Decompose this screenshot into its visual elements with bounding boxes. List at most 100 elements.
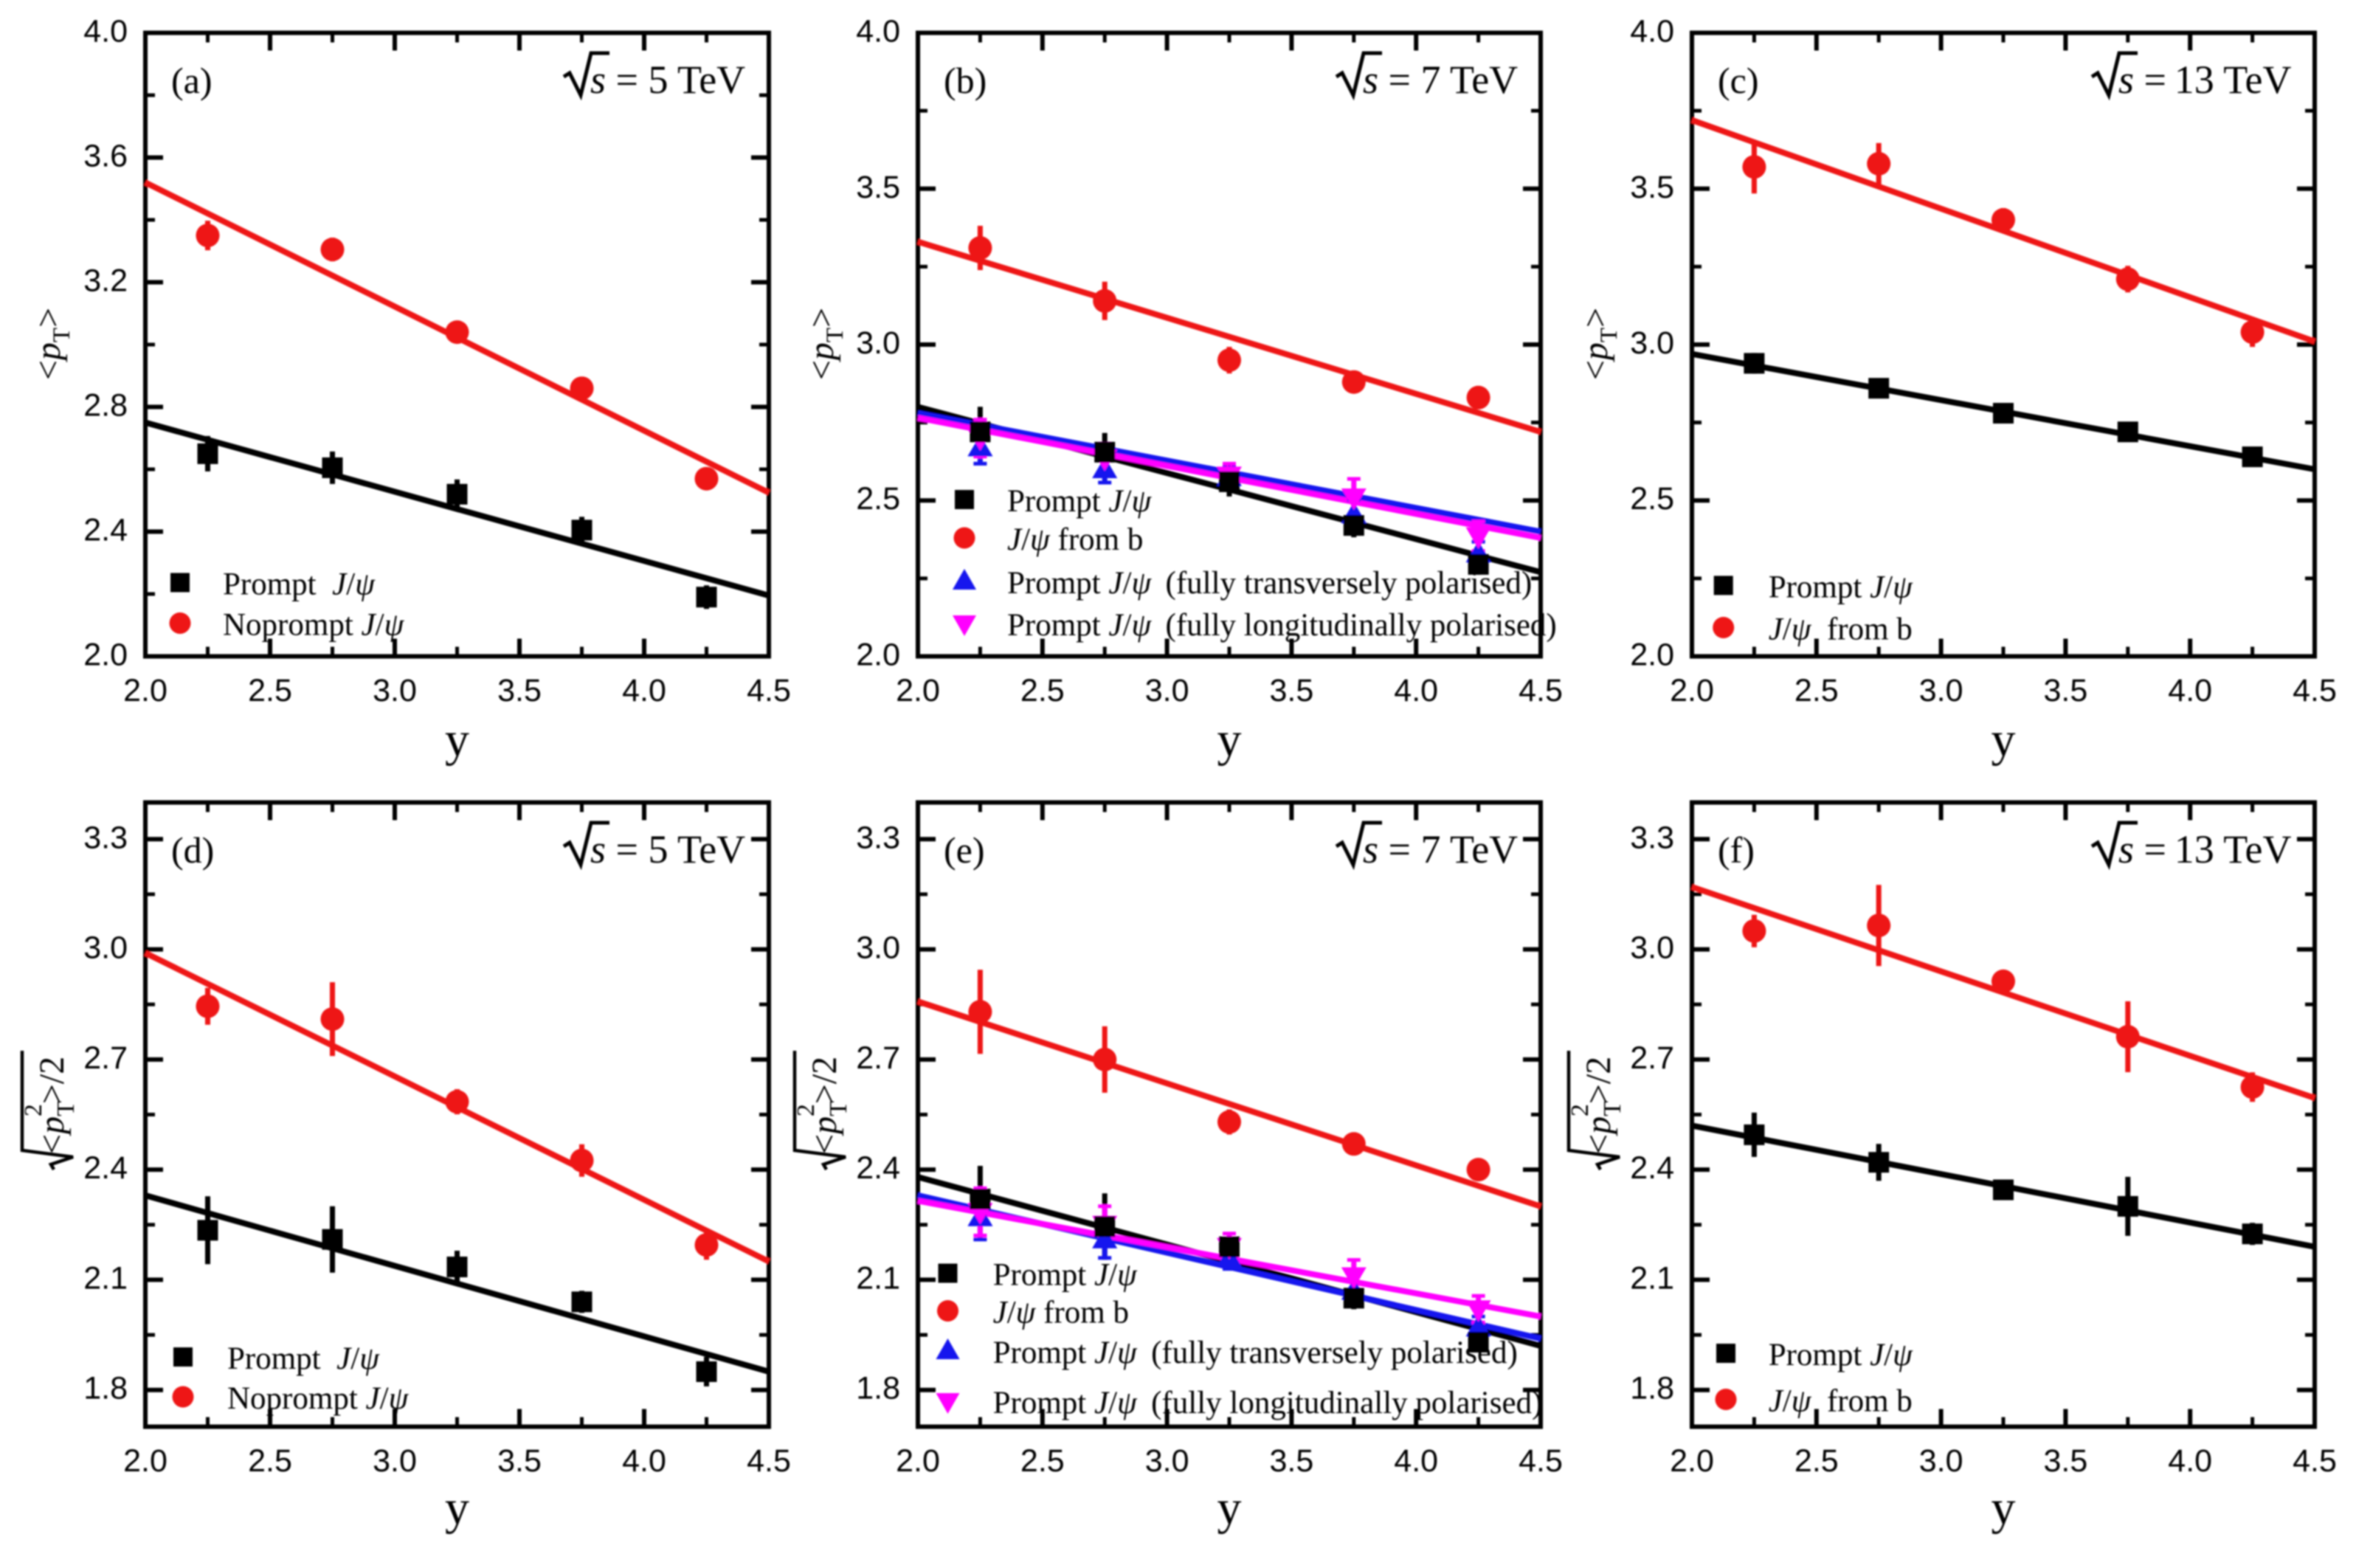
svg-text:4.5: 4.5 — [1519, 673, 1563, 708]
svg-text:s = 7 TeV: s = 7 TeV — [1363, 827, 1518, 871]
svg-text:y: y — [445, 1481, 469, 1535]
svg-text:1.8: 1.8 — [1630, 1371, 1674, 1406]
svg-text:2.5: 2.5 — [1630, 481, 1674, 517]
svg-text:4.5: 4.5 — [1519, 1443, 1563, 1479]
svg-text:y: y — [1991, 713, 2016, 767]
svg-text:s = 5 TeV: s = 5 TeV — [590, 58, 745, 102]
svg-text:2.4: 2.4 — [83, 513, 128, 548]
svg-text:2.5: 2.5 — [248, 1443, 292, 1479]
svg-text:3.5: 3.5 — [2044, 673, 2088, 708]
svg-text:2.0: 2.0 — [896, 1443, 940, 1479]
svg-text:4.0: 4.0 — [856, 14, 900, 49]
svg-text:3.3: 3.3 — [856, 820, 900, 855]
svg-text:(c): (c) — [1718, 60, 1759, 101]
svg-text:2.0: 2.0 — [1670, 1443, 1714, 1479]
svg-text:3.5: 3.5 — [497, 1443, 542, 1479]
svg-text:3.0: 3.0 — [1919, 1443, 1963, 1479]
svg-text:Prompt J/ψ (fully transversel: Prompt J/ψ (fully transversely polarised… — [1007, 566, 1532, 601]
svg-text:2.0: 2.0 — [896, 673, 940, 708]
svg-text:3.0: 3.0 — [83, 930, 128, 966]
svg-text:<pT>: <pT> — [29, 308, 75, 380]
svg-text:2.0: 2.0 — [1630, 638, 1674, 673]
svg-text:3.0: 3.0 — [856, 930, 900, 966]
svg-text:3.0: 3.0 — [1630, 930, 1674, 966]
svg-text:4.5: 4.5 — [747, 1443, 791, 1479]
svg-text:2.1: 2.1 — [83, 1260, 128, 1296]
svg-text:2.4: 2.4 — [1630, 1150, 1674, 1186]
svg-text:(e): (e) — [944, 829, 985, 871]
svg-text:3.5: 3.5 — [497, 673, 542, 708]
svg-text:4.0: 4.0 — [2168, 1443, 2212, 1479]
svg-text:Noprompt J/ψ: Noprompt J/ψ — [227, 1381, 410, 1416]
svg-text:2.8: 2.8 — [83, 388, 128, 424]
svg-text:2.5: 2.5 — [248, 673, 292, 708]
svg-text:3.0: 3.0 — [1630, 325, 1674, 361]
svg-text:2.5: 2.5 — [1794, 673, 1839, 708]
svg-text:2.4: 2.4 — [856, 1150, 900, 1186]
svg-text:2.7: 2.7 — [1630, 1040, 1674, 1076]
svg-text:(f): (f) — [1718, 829, 1755, 871]
svg-text:2.4: 2.4 — [83, 1150, 128, 1186]
svg-text:s = 7 TeV: s = 7 TeV — [1363, 58, 1518, 102]
svg-text:4.0: 4.0 — [1394, 1443, 1438, 1479]
svg-text:y: y — [1217, 1481, 1242, 1535]
svg-text:J/ψ from b: J/ψ from b — [1769, 612, 1913, 647]
svg-text:Prompt J/ψ: Prompt J/ψ — [227, 1341, 380, 1376]
svg-text:Prompt J/ψ: Prompt J/ψ — [1769, 1338, 1913, 1372]
svg-text:Prompt J/ψ (fully longitudina: Prompt J/ψ (fully longitudinally polaris… — [1007, 608, 1557, 643]
svg-text:3.5: 3.5 — [2044, 1443, 2088, 1479]
svg-text:2.0: 2.0 — [123, 673, 167, 708]
svg-text:4.5: 4.5 — [2293, 1443, 2337, 1479]
svg-text:4.0: 4.0 — [2168, 673, 2212, 708]
svg-text:y: y — [445, 713, 469, 767]
svg-text:2.1: 2.1 — [1630, 1260, 1674, 1296]
svg-text:(a): (a) — [171, 60, 213, 101]
svg-text:Prompt J/ψ (fully transversel: Prompt J/ψ (fully transversely polarised… — [993, 1336, 1518, 1370]
svg-text:y: y — [1991, 1481, 2016, 1535]
svg-text:J/ψ from b: J/ψ from b — [1007, 522, 1143, 557]
svg-text:Prompt J/ψ: Prompt J/ψ — [1769, 570, 1913, 604]
svg-text:4.0: 4.0 — [622, 1443, 666, 1479]
svg-text:3.0: 3.0 — [1919, 673, 1963, 708]
svg-text:3.5: 3.5 — [856, 170, 900, 205]
svg-text:2.0: 2.0 — [856, 638, 900, 673]
svg-text:Prompt J/ψ: Prompt J/ψ — [993, 1258, 1138, 1293]
svg-text:3.0: 3.0 — [1145, 1443, 1189, 1479]
svg-text:s = 13 TeV: s = 13 TeV — [2118, 58, 2291, 102]
svg-text:2.0: 2.0 — [123, 1443, 167, 1479]
svg-text:Noprompt J/ψ: Noprompt J/ψ — [223, 608, 405, 643]
svg-text:2.7: 2.7 — [856, 1040, 900, 1076]
svg-text:4.0: 4.0 — [1630, 14, 1674, 49]
svg-text:J/ψ from b: J/ψ from b — [1769, 1384, 1913, 1419]
svg-text:2.0: 2.0 — [1670, 673, 1714, 708]
svg-text:(d): (d) — [171, 829, 214, 871]
svg-text:3.0: 3.0 — [856, 325, 900, 361]
svg-text:s = 13 TeV: s = 13 TeV — [2118, 827, 2291, 871]
svg-text:2.5: 2.5 — [856, 481, 900, 517]
svg-text:1.8: 1.8 — [83, 1371, 128, 1406]
svg-text:Prompt J/ψ: Prompt J/ψ — [1007, 484, 1152, 519]
svg-text:3.3: 3.3 — [83, 820, 128, 855]
svg-text:3.5: 3.5 — [1630, 170, 1674, 205]
svg-text:3.2: 3.2 — [83, 263, 128, 299]
svg-text:s = 5 TeV: s = 5 TeV — [590, 827, 745, 871]
svg-text:Prompt J/ψ (fully longitudina: Prompt J/ψ (fully longitudinally polaris… — [993, 1386, 1543, 1420]
svg-text:3.0: 3.0 — [373, 673, 417, 708]
svg-text:<pT>: <pT> — [802, 308, 849, 380]
svg-text:(b): (b) — [944, 60, 987, 101]
svg-text:3.5: 3.5 — [1270, 1443, 1314, 1479]
svg-text:2.5: 2.5 — [1020, 1443, 1065, 1479]
svg-text:4.0: 4.0 — [622, 673, 666, 708]
svg-text:2.7: 2.7 — [83, 1040, 128, 1076]
svg-text:2.5: 2.5 — [1794, 1443, 1839, 1479]
svg-text:3.6: 3.6 — [83, 139, 128, 174]
svg-text:<pT>: <pT> — [1576, 308, 1623, 380]
svg-text:4.0: 4.0 — [83, 14, 128, 49]
svg-text:y: y — [1217, 713, 1242, 767]
svg-text:4.0: 4.0 — [1394, 673, 1438, 708]
svg-text:2.0: 2.0 — [83, 638, 128, 673]
svg-text:J/ψ from b: J/ψ from b — [993, 1296, 1129, 1330]
svg-text:1.8: 1.8 — [856, 1371, 900, 1406]
svg-text:3.3: 3.3 — [1630, 820, 1674, 855]
svg-text:2.1: 2.1 — [856, 1260, 900, 1296]
